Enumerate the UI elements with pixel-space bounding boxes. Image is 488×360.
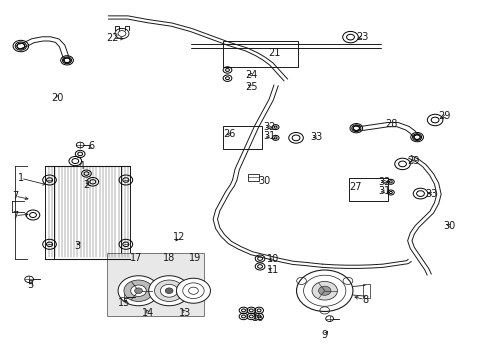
Bar xyxy=(222,126,261,149)
Text: 30: 30 xyxy=(443,221,455,231)
Circle shape xyxy=(160,284,178,297)
Text: 28: 28 xyxy=(385,118,397,129)
Circle shape xyxy=(119,294,128,300)
Bar xyxy=(362,284,369,298)
Text: 11: 11 xyxy=(266,265,278,275)
Circle shape xyxy=(25,276,33,283)
Text: 27: 27 xyxy=(348,182,361,192)
Bar xyxy=(121,166,130,258)
Circle shape xyxy=(176,278,210,303)
Text: 33: 33 xyxy=(424,189,436,199)
Text: 33: 33 xyxy=(310,132,322,142)
Text: 4: 4 xyxy=(79,161,84,171)
Text: 31: 31 xyxy=(378,186,390,197)
Text: 3: 3 xyxy=(75,241,81,251)
Text: 10: 10 xyxy=(266,254,278,264)
Circle shape xyxy=(318,286,330,295)
Text: 2: 2 xyxy=(83,180,89,190)
Circle shape xyxy=(76,142,84,148)
Text: 31: 31 xyxy=(263,131,275,141)
Text: 1: 1 xyxy=(18,173,24,183)
Bar xyxy=(348,178,387,202)
Text: 25: 25 xyxy=(245,82,258,92)
Bar xyxy=(248,174,259,181)
Text: 8: 8 xyxy=(361,295,367,305)
Text: 18: 18 xyxy=(163,253,175,263)
Text: 13: 13 xyxy=(179,308,191,318)
Text: 29: 29 xyxy=(406,156,419,166)
Text: 7: 7 xyxy=(12,211,18,221)
Circle shape xyxy=(325,316,333,321)
Text: 16: 16 xyxy=(251,312,263,323)
Text: 17: 17 xyxy=(130,253,142,263)
Text: 21: 21 xyxy=(268,48,280,58)
Text: 15: 15 xyxy=(118,298,130,308)
Text: 22: 22 xyxy=(106,33,118,43)
Text: 12: 12 xyxy=(172,232,184,242)
Text: 30: 30 xyxy=(257,176,269,186)
Text: 32: 32 xyxy=(378,177,390,187)
Text: 29: 29 xyxy=(438,111,450,121)
Text: 14: 14 xyxy=(142,308,154,318)
Circle shape xyxy=(148,276,189,306)
Text: 20: 20 xyxy=(51,93,63,103)
Text: 9: 9 xyxy=(321,330,327,341)
Circle shape xyxy=(118,276,159,306)
Text: 23: 23 xyxy=(355,32,367,42)
Text: 32: 32 xyxy=(263,122,275,132)
FancyBboxPatch shape xyxy=(107,252,203,316)
Bar xyxy=(222,41,297,67)
Circle shape xyxy=(134,288,142,294)
Circle shape xyxy=(130,285,146,296)
Circle shape xyxy=(165,288,173,294)
Text: 7: 7 xyxy=(12,191,18,201)
Text: 26: 26 xyxy=(224,129,236,139)
Bar xyxy=(45,166,54,258)
Text: 19: 19 xyxy=(188,253,201,263)
Text: 6: 6 xyxy=(88,141,94,151)
Circle shape xyxy=(154,280,183,301)
Circle shape xyxy=(311,282,337,300)
Circle shape xyxy=(123,280,153,301)
Text: 5: 5 xyxy=(27,280,34,291)
Text: 24: 24 xyxy=(245,69,258,80)
